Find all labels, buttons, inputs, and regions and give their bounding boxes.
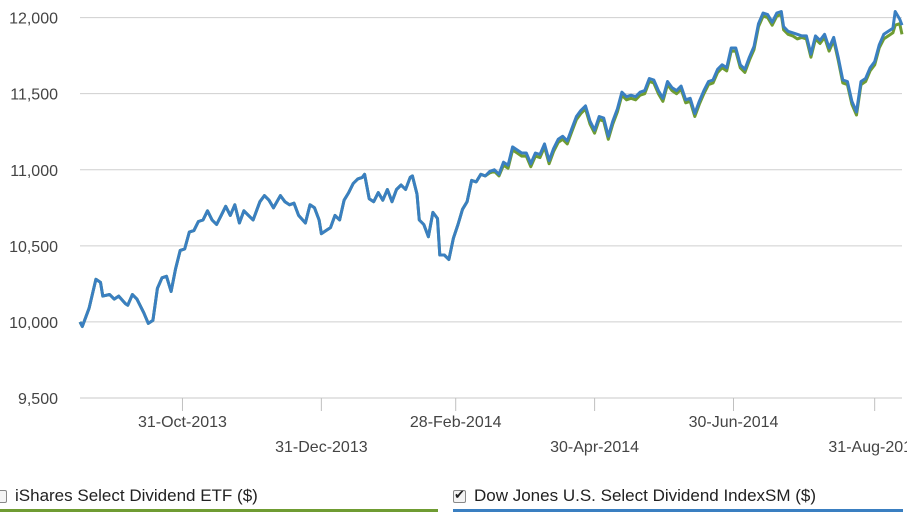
legend-color-bar-dow-jones: [453, 509, 903, 512]
y-tick-label: 11,000: [10, 163, 58, 180]
y-axis: 9,500 10,000 10,500 11,000 11,500 12,000: [9, 11, 58, 408]
legend-item-dow-jones[interactable]: Dow Jones U.S. Select Dividend IndexSM (…: [453, 476, 903, 516]
x-tick-label: 31-Aug-2014: [828, 439, 907, 456]
series-lines: [78, 10, 904, 328]
legend-color-bar-ishares: [0, 509, 438, 512]
y-tick-label: 9,500: [18, 391, 58, 408]
x-tick-label: 30-Jun-2014: [689, 414, 779, 431]
legend-checkbox-ishares[interactable]: [0, 489, 7, 503]
x-tick-label: 28-Feb-2014: [410, 414, 502, 431]
x-tick-label: 31-Oct-2013: [138, 414, 227, 431]
series-line-1: [78, 10, 904, 328]
legend-item-ishares[interactable]: iShares Select Dividend ETF ($): [0, 476, 438, 516]
y-tick-label: 10,000: [9, 315, 58, 332]
line-chart: 9,500 10,000 10,500 11,000 11,500 12,000 31-O…: [9, 10, 907, 456]
legend-label-dow-jones: Dow Jones U.S. Select Dividend IndexSM (…: [474, 486, 817, 505]
y-tick-label: 10,500: [9, 239, 58, 256]
legend-label-ishares: iShares Select Dividend ETF ($): [15, 486, 258, 505]
y-tick-label: 12,000: [9, 11, 58, 28]
y-tick-label: 11,500: [10, 87, 58, 104]
gridlines: [80, 17, 902, 399]
x-axis: 31-Oct-2013 31-Dec-2013 28-Feb-2014 30-Apr-…: [138, 398, 907, 456]
legend-checkbox-dow-jones[interactable]: [453, 488, 466, 503]
x-tick-label: 31-Dec-2013: [275, 439, 368, 456]
x-tick-label: 30-Apr-2014: [550, 439, 639, 456]
